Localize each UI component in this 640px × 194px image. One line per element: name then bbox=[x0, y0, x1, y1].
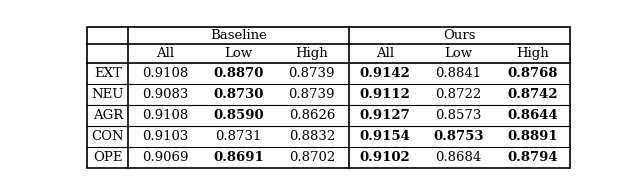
Text: 0.8739: 0.8739 bbox=[289, 67, 335, 80]
Text: 0.8691: 0.8691 bbox=[213, 151, 264, 164]
Text: 0.9069: 0.9069 bbox=[142, 151, 188, 164]
Text: NEU: NEU bbox=[92, 88, 124, 101]
Text: All: All bbox=[156, 47, 174, 60]
Text: Baseline: Baseline bbox=[210, 29, 267, 42]
Text: 0.8730: 0.8730 bbox=[213, 88, 264, 101]
Text: 0.8590: 0.8590 bbox=[213, 109, 264, 122]
Text: 0.8573: 0.8573 bbox=[435, 109, 482, 122]
Text: 0.8626: 0.8626 bbox=[289, 109, 335, 122]
Text: High: High bbox=[516, 47, 549, 60]
Text: 0.8739: 0.8739 bbox=[289, 88, 335, 101]
Text: 0.9103: 0.9103 bbox=[142, 130, 188, 143]
Text: 0.8644: 0.8644 bbox=[508, 109, 558, 122]
Text: 0.9108: 0.9108 bbox=[142, 67, 188, 80]
Text: 0.8794: 0.8794 bbox=[508, 151, 558, 164]
Text: 0.8891: 0.8891 bbox=[508, 130, 558, 143]
Text: High: High bbox=[296, 47, 328, 60]
Text: EXT: EXT bbox=[94, 67, 122, 80]
Text: 0.8753: 0.8753 bbox=[433, 130, 484, 143]
Text: 0.8731: 0.8731 bbox=[215, 130, 262, 143]
Text: 0.8841: 0.8841 bbox=[435, 67, 482, 80]
Text: AGR: AGR bbox=[93, 109, 123, 122]
Text: Ours: Ours bbox=[443, 29, 476, 42]
Text: OPE: OPE bbox=[93, 151, 123, 164]
Text: CON: CON bbox=[92, 130, 124, 143]
Text: Low: Low bbox=[445, 47, 472, 60]
Text: 0.8768: 0.8768 bbox=[508, 67, 558, 80]
Text: Low: Low bbox=[225, 47, 253, 60]
Text: 0.8870: 0.8870 bbox=[213, 67, 264, 80]
Text: 0.9154: 0.9154 bbox=[360, 130, 411, 143]
Text: 0.8832: 0.8832 bbox=[289, 130, 335, 143]
Text: All: All bbox=[376, 47, 394, 60]
Text: 0.8722: 0.8722 bbox=[435, 88, 482, 101]
Text: 0.9083: 0.9083 bbox=[142, 88, 188, 101]
Text: 0.9102: 0.9102 bbox=[360, 151, 411, 164]
Text: 0.9108: 0.9108 bbox=[142, 109, 188, 122]
Text: 0.9112: 0.9112 bbox=[360, 88, 411, 101]
Text: 0.8702: 0.8702 bbox=[289, 151, 335, 164]
Text: 0.8742: 0.8742 bbox=[508, 88, 558, 101]
Text: 0.9142: 0.9142 bbox=[360, 67, 411, 80]
Text: 0.9127: 0.9127 bbox=[360, 109, 411, 122]
Text: 0.8684: 0.8684 bbox=[435, 151, 482, 164]
